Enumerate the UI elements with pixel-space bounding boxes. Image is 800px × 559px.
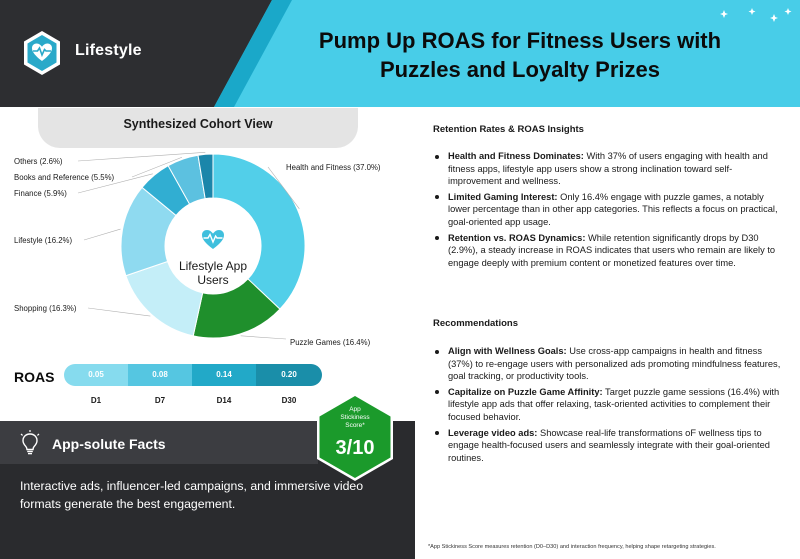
donut-label: Shopping (16.3%) [14, 304, 77, 313]
roas-value-d14: 0.14 [192, 364, 256, 386]
list-item: Limited Gaming Interest: Only 16.4% enga… [433, 191, 785, 229]
page-title-line1: Pump Up ROAS for Fitness Users with [318, 28, 722, 53]
roas-day-d30: D30 [281, 396, 297, 405]
roas-day-d1: D1 [90, 396, 102, 405]
roas-day-d7: D7 [154, 396, 166, 405]
leader-line [267, 166, 300, 209]
facts-title: App-solute Facts [52, 436, 166, 452]
sparkle-icon [720, 8, 792, 22]
recommendations-list: Align with Wellness Goals: Use cross-app… [433, 345, 785, 467]
heart-pulse-icon [24, 31, 60, 75]
leader-line [240, 335, 287, 340]
list-item: Health and Fitness Dominates: With 37% o… [433, 150, 785, 188]
roas-label: ROAS [14, 369, 55, 385]
stickiness-line2: Stickiness [340, 414, 370, 421]
cohort-header-pill [38, 108, 358, 148]
cohort-donut-chart: Health and Fitness (37.0%) Puzzle Games (… [14, 152, 381, 347]
page-title-line2: Puzzles and Loyalty Prizes [380, 57, 660, 82]
donut-label: Books and Reference (5.5%) [14, 173, 115, 182]
lightbulb-icon [20, 430, 40, 455]
brand-name: Lifestyle [75, 42, 142, 59]
insights-title: Retention Rates & ROAS Insights [433, 124, 584, 135]
stickiness-badge: App Stickiness Score* 3/10 [317, 393, 393, 481]
leader-line [131, 156, 183, 178]
leader-line [83, 228, 121, 241]
header-dark-shape [0, 0, 292, 107]
insights-list: Health and Fitness Dominates: With 37% o… [433, 150, 785, 272]
leader-line [77, 152, 206, 162]
roas-value-d1: 0.05 [64, 364, 128, 386]
stickiness-line3: Score* [345, 422, 365, 429]
page-title: Pump Up ROAS for Fitness Users with Puzz… [260, 26, 780, 84]
list-item: Align with Wellness Goals: Use cross-app… [433, 345, 785, 383]
donut-label: Others (2.6%) [14, 157, 63, 166]
center-label-line1: Lifestyle App [179, 259, 247, 273]
roas-value-d7: 0.08 [128, 364, 192, 386]
facts-text: Interactive ads, influencer-led campaign… [20, 479, 364, 511]
donut-center: Lifestyle App Users [175, 202, 251, 290]
cohort-title: Synthesized Cohort View [123, 117, 273, 131]
list-item: Capitalize on Puzzle Game Affinity: Targ… [433, 386, 785, 424]
donut-label: Finance (5.9%) [14, 189, 67, 198]
donut-label: Health and Fitness (37.0%) [286, 163, 381, 172]
donut-label: Lifestyle (16.2%) [14, 236, 72, 245]
roas-bar: 0.05 0.08 0.14 0.20 [64, 364, 322, 386]
roas-day-d14: D14 [216, 396, 232, 405]
donut-label: Puzzle Games (16.4%) [290, 338, 371, 347]
center-label-line2: Users [197, 273, 228, 287]
header-banner [0, 0, 800, 107]
list-item: Leverage video ads: Showcase real-life t… [433, 427, 785, 465]
stickiness-score: 3/10 [336, 437, 375, 459]
list-item: Retention vs. ROAS Dynamics: While reten… [433, 232, 785, 270]
roas-value-d30: 0.20 [256, 364, 322, 386]
leader-line [87, 307, 151, 317]
donut-slice-others [197, 153, 214, 200]
stickiness-line1: App [349, 406, 361, 413]
facts-header [0, 421, 318, 464]
footnote: *App Stickiness Score measures retention… [428, 544, 716, 550]
center-heart-icon [202, 230, 224, 249]
recommendations-title: Recommendations [433, 318, 518, 329]
leader-line [77, 173, 153, 194]
donut-slice-health-and-fitness [212, 153, 306, 310]
